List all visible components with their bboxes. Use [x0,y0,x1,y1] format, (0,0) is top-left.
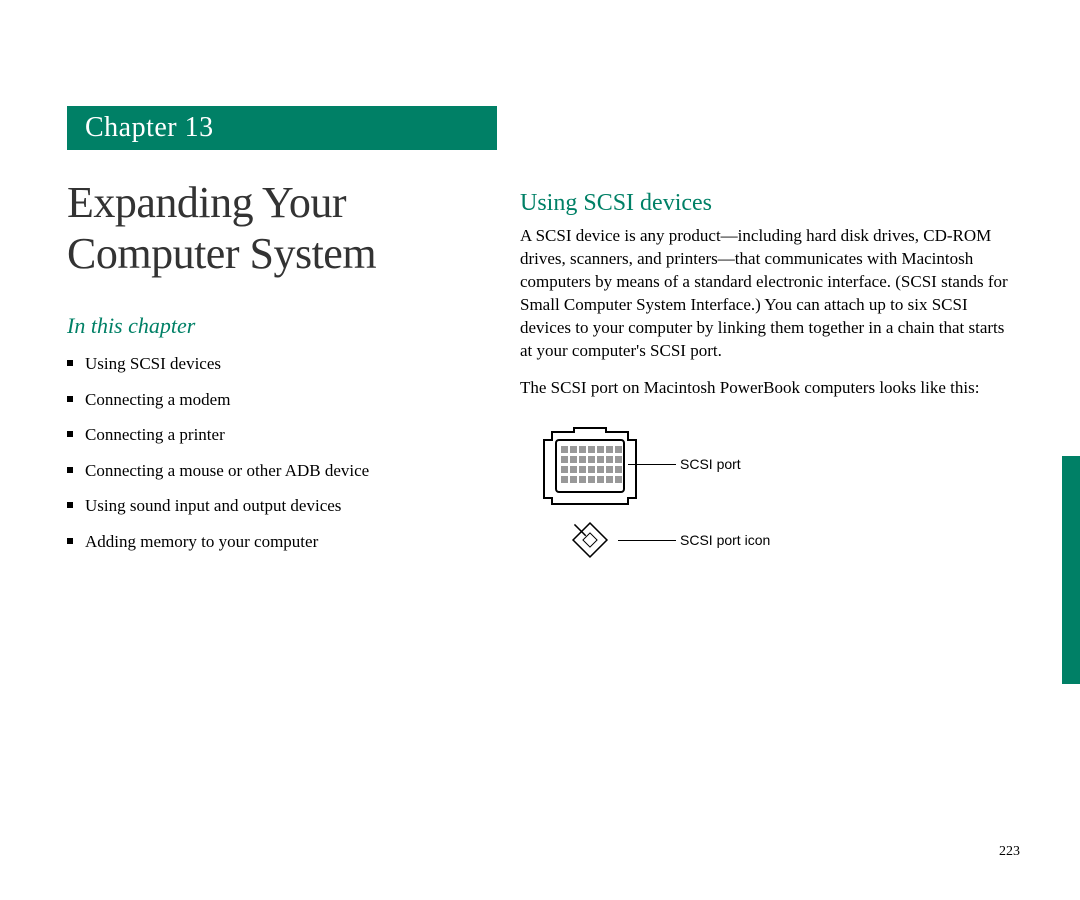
leader-line-port [628,464,676,465]
main-title-line1: Expanding Your [67,178,346,227]
toc-item: Connecting a printer [67,422,497,448]
main-title: Expanding Your Computer System [67,178,497,279]
chapter-label: Chapter 13 [85,112,214,144]
scsi-diagram: SCSI port SCSI port icon [540,424,1010,584]
chapter-bar: Chapter 13 [67,106,497,150]
diagram-label-icon: SCSI port icon [680,532,770,548]
right-column: Using SCSI devices A SCSI device is any … [520,190,1010,584]
toc-heading: In this chapter [67,313,497,339]
diagram-label-port: SCSI port [680,456,741,472]
main-title-line2: Computer System [67,229,376,278]
toc-item: Connecting a mouse or other ADB device [67,458,497,484]
page-root: Chapter 13 Expanding Your Computer Syste… [0,0,1080,900]
side-tab [1062,456,1080,684]
toc-list: Using SCSI devices Connecting a modem Co… [67,351,497,554]
section-heading: Using SCSI devices [520,190,1010,217]
section-para-1: A SCSI device is any product—including h… [520,225,1010,363]
section-para-2: The SCSI port on Macintosh PowerBook com… [520,377,1010,400]
page-number: 223 [999,844,1020,860]
toc-item: Using SCSI devices [67,351,497,377]
scsi-port-icon [540,424,650,564]
left-column: Expanding Your Computer System In this c… [67,178,497,564]
toc-item: Adding memory to your computer [67,529,497,555]
leader-line-icon [618,540,676,541]
toc-item: Connecting a modem [67,387,497,413]
toc-item: Using sound input and output devices [67,493,497,519]
